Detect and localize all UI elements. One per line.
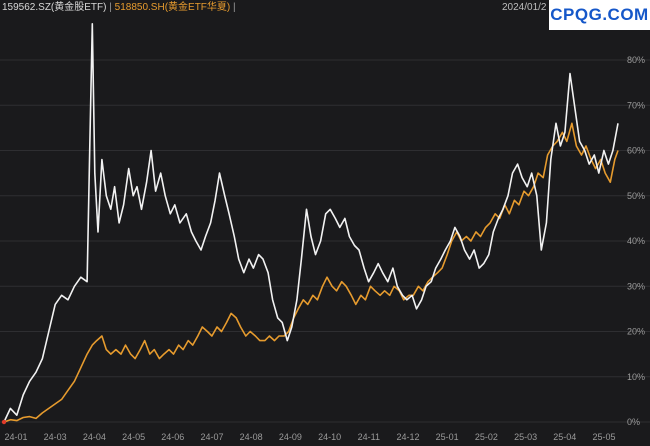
legend-separator: | [109,2,112,13]
x-tick-label: 24-11 [358,432,380,442]
x-tick-label: 24-05 [122,432,145,442]
legend-date: 2024/01/2 [502,2,547,13]
x-tick-label: 24-10 [318,432,341,442]
x-tick-label: 25-03 [514,432,537,442]
y-axis-labels: 0% 10% 20% 30% 40% 50% 60% 70% 80% [627,55,645,427]
legend-separator-2: | [233,2,236,13]
x-tick-label: 25-04 [553,432,576,442]
x-tick-label: 24-04 [83,432,106,442]
y-tick-label: 60% [627,146,645,156]
y-tick-label: 10% [627,372,645,382]
y-tick-label: 70% [627,100,645,110]
x-tick-label: 24-03 [44,432,67,442]
x-tick-label: 25-01 [436,432,459,442]
x-tick-label: 24-07 [200,432,223,442]
y-tick-label: 30% [627,281,645,291]
gridlines [0,59,650,423]
start-point-marker [1,419,7,425]
y-tick-label: 40% [627,236,645,246]
x-tick-label: 24-01 [4,432,27,442]
series-lines [1,23,619,425]
y-tick-label: 0% [627,417,640,427]
series-line-159562 [3,23,619,423]
y-tick-label: 50% [627,191,645,201]
x-tick-label: 24-06 [161,432,184,442]
x-tick-label: 24-12 [396,432,419,442]
y-tick-label: 80% [627,55,645,65]
x-tick-label: 25-02 [475,432,498,442]
legend: 159562.SZ(黄金股ETF) | 518850.SH(黄金ETF华夏) |… [2,1,547,14]
x-tick-label: 25-05 [592,432,615,442]
legend-series2: 518850.SH(黄金ETF华夏) [114,2,231,13]
y-tick-label: 20% [627,327,645,337]
x-tick-label: 24-09 [279,432,302,442]
x-tick-label: 24-08 [240,432,263,442]
legend-series1: 159562.SZ(黄金股ETF) [2,2,107,13]
x-axis-labels: 24-01 24-03 24-04 24-05 24-06 24-07 24-08 24-09… [4,432,615,442]
watermark-logo: CPQG.COM [549,0,650,30]
series-line-518850 [3,122,619,423]
